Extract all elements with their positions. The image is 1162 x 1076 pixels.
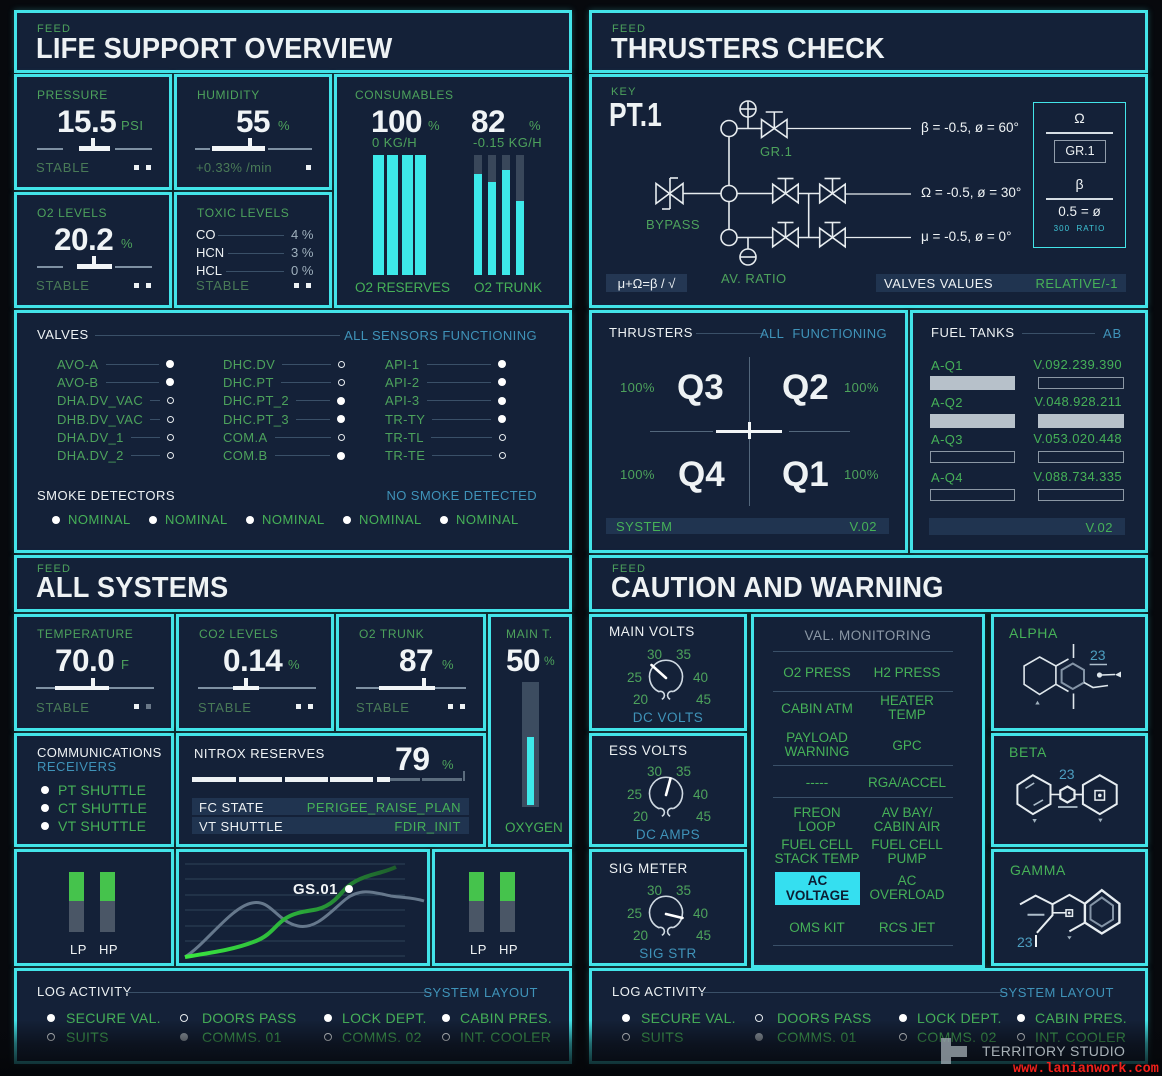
svg-text:GS.01: GS.01	[293, 881, 338, 898]
